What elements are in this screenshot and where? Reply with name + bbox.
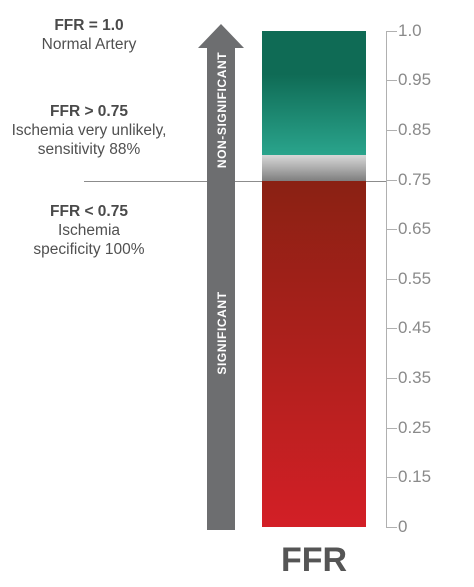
tick-mark [386,180,397,181]
tick-mark [386,477,397,478]
tick-label: 0.15 [398,467,432,486]
tick-mark [386,80,397,81]
label-significant: FFR < 0.75 Ischemia specificity 100% [0,202,178,259]
tick-mark [386,31,397,32]
tick-label: 0.35 [398,368,432,387]
tick-label: 0.25 [398,418,432,437]
tick-label: 0.85 [398,120,432,139]
tick-label: 0.45 [398,318,432,337]
significant-label: SIGNIFICANT [215,291,229,375]
tick-mark [386,279,397,280]
up-arrow-icon [198,24,244,530]
tick-mark [386,130,397,131]
label-non-significant: FFR > 0.75 Ischemia very unlikely, sensi… [0,102,178,159]
tick-label: 0 [398,517,408,536]
label-significant-line1: Ischemia [57,222,121,239]
label-significant-heading: FFR < 0.75 [50,203,128,220]
label-non-significant-line1: Ischemia very unlikely, [11,122,167,139]
label-normal-text: Normal Artery [41,36,137,53]
bar-green-segment [262,31,366,155]
tick-mark [386,378,397,379]
label-normal-heading: FFR = 1.0 [54,17,124,34]
tick-label: 0.55 [398,269,432,288]
bar-red-segment [262,181,366,527]
tick-label: 0.65 [398,219,432,238]
ffr-bar-label: FFR [280,541,348,579]
tick-mark [386,527,397,528]
label-significant-line2: specificity 100% [33,241,145,258]
tick-mark [386,328,397,329]
label-normal: FFR = 1.0 Normal Artery [0,16,178,54]
bar-gray-zone [262,155,366,181]
tick-mark [386,428,397,429]
non-significant-label: NON-SIGNIFICANT [215,51,229,169]
tick-mark [386,229,397,230]
label-non-significant-line2: sensitivity 88% [37,141,141,158]
label-non-significant-heading: FFR > 0.75 [50,103,128,120]
tick-label: 0.95 [398,70,432,89]
tick-label: 0.75 [398,170,432,189]
tick-label: 1.0 [398,21,422,40]
